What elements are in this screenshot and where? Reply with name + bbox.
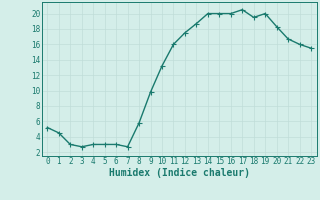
X-axis label: Humidex (Indice chaleur): Humidex (Indice chaleur) xyxy=(109,168,250,178)
